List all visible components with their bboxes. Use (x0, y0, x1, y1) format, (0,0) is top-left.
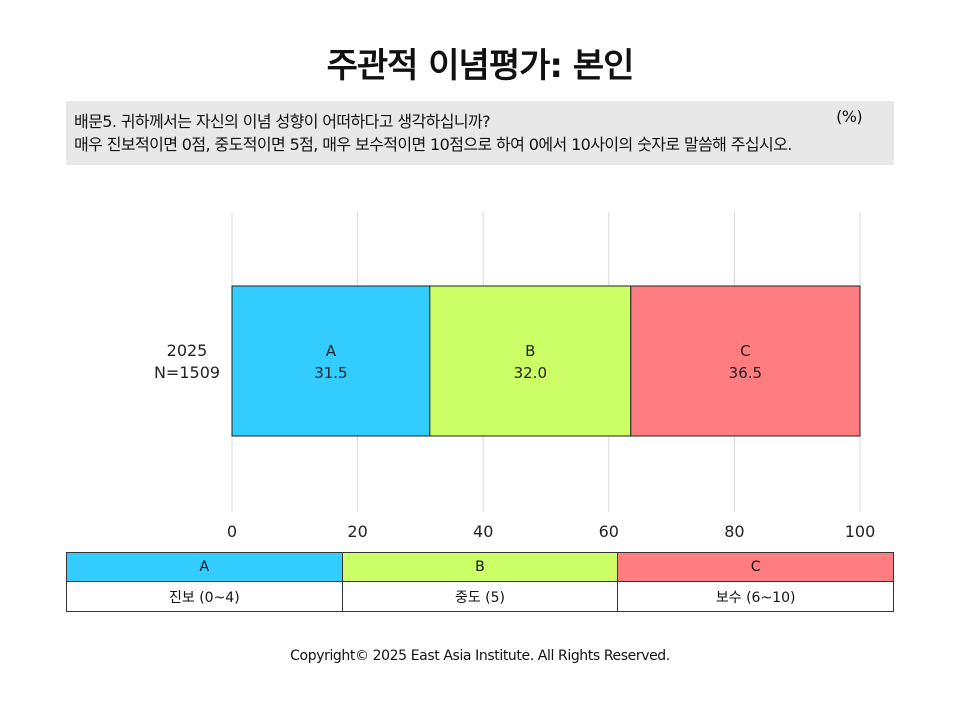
question-box: 배문5. 귀하께서는 자신의 이념 성향이 어떠하다고 생각하십니까? 매우 진… (66, 101, 894, 165)
bar-segment (630, 285, 861, 437)
legend-key-b: B (341, 552, 619, 582)
legend-desc-a: 진보 (0~4) (66, 581, 343, 612)
legend-key-label: A (199, 559, 210, 575)
question-line-1: 배문5. 귀하께서는 자신의 이념 성향이 어떠하다고 생각하십니까? (74, 112, 491, 131)
data-label: 36.5 (729, 364, 762, 382)
x-tick-label: 20 (347, 522, 367, 541)
data-label: 32.0 (514, 364, 547, 382)
category-label: 2025 N=1509 (154, 341, 220, 382)
copyright-notice: Copyright© 2025 East Asia Institute. All… (290, 648, 670, 664)
x-tick-label: 0 (227, 522, 237, 541)
data-label: 31.5 (314, 364, 347, 382)
legend-key-c: C (617, 552, 894, 582)
legend-key-label: B (475, 559, 485, 575)
question-line-2: 매우 진보적이면 0점, 중도적이면 5점, 매우 보수적이면 10점으로 하여… (74, 135, 792, 154)
x-tick-label: 100 (845, 522, 876, 541)
bar-segment (429, 285, 632, 437)
legend-key-label: C (750, 559, 761, 575)
series-label: A (326, 342, 337, 360)
legend-key-row: A B C (66, 552, 894, 582)
series-label: B (525, 342, 535, 360)
x-tick-label: 60 (599, 522, 619, 541)
x-tick-label: 40 (473, 522, 493, 541)
legend-desc-row: 진보 (0~4) 중도 (5) 보수 (6~10) (66, 581, 894, 612)
legend-desc-b: 중도 (5) (341, 581, 619, 612)
legend-table: A B C 진보 (0~4) 중도 (5) 보수 (6~10) (66, 552, 894, 612)
page-title: 주관적 이념평가: 본인 (326, 46, 635, 86)
series-label: C (740, 342, 750, 360)
legend-key-a: A (66, 552, 343, 582)
bar-segment (231, 285, 431, 437)
x-tick-label: 80 (724, 522, 744, 541)
legend-desc-c: 보수 (6~10) (617, 581, 894, 612)
unit-label: (%) (836, 107, 862, 126)
